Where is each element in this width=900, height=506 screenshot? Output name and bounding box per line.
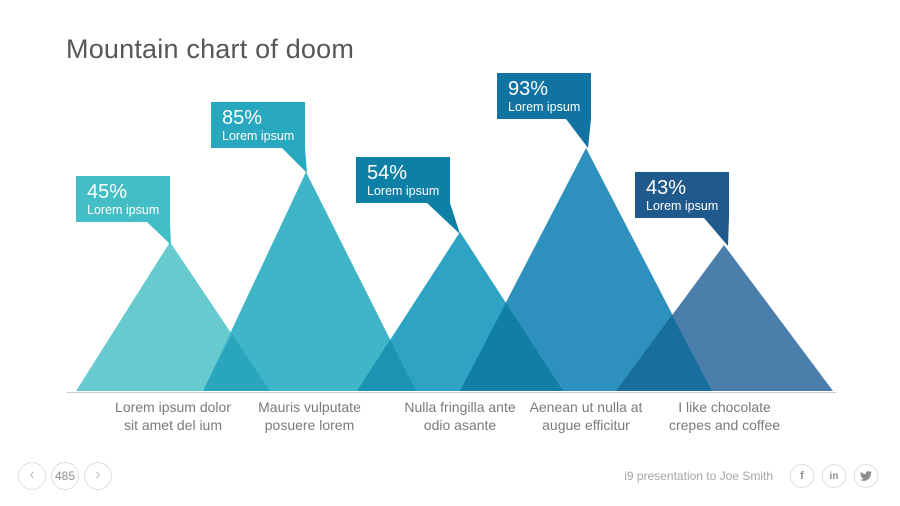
facebook-glyph: f [800,470,804,482]
next-slide-button[interactable]: › [84,462,112,490]
mountain-2 [203,172,416,391]
mountain-1 [76,242,270,391]
callout-tail-3 [427,203,460,234]
callout-flag-5: 43% Lorem ipsum [635,172,729,218]
callout-tail-2 [282,148,307,173]
page-title: Mountain chart of doom [66,34,355,64]
callout-flag-3: 54% Lorem ipsum [356,157,450,203]
callout-value: 43% [646,177,687,199]
mountain-caption-1: Lorem ipsum dolor sit amet del ium [115,399,231,433]
callout-value: 85% [222,107,263,129]
chevron-right-icon: › [95,466,101,483]
mountain-caption-3: Nulla fringilla ante odio asante [404,399,516,433]
callout-flag-1: 45% Lorem ipsum [76,176,170,222]
mountain-overlap-3 [460,303,563,391]
linkedin-icon[interactable]: in [822,464,846,488]
facebook-icon[interactable]: f [790,464,814,488]
linkedin-glyph: in [829,470,839,482]
callout-value: 93% [508,78,549,100]
callout-tail-4 [566,119,591,148]
callout-tail-1 [147,222,171,245]
mountain-3 [357,232,563,391]
callout-sublabel: Lorem ipsum [646,199,719,214]
callout-sublabel: Lorem ipsum [87,203,160,218]
callout-sublabel: Lorem ipsum [222,129,295,144]
page-number: 485 [54,469,76,483]
twitter-bird-icon [860,471,872,481]
mountain-overlap-1 [203,334,270,391]
callout-flag-2: 85% Lorem ipsum [211,102,305,148]
callout-sublabel: Lorem ipsum [508,100,581,115]
callout-flag-4: 93% Lorem ipsum [497,73,591,119]
mountain-5 [616,245,833,391]
mountain-caption-4: Aenean ut nulla at augue efficitur [529,399,643,433]
callout-sublabel: Lorem ipsum [367,184,440,199]
credit-text: i9 presentation to Joe Smith [624,469,773,483]
twitter-icon[interactable] [854,464,878,488]
mountain-overlap-4 [616,315,712,391]
prev-slide-button[interactable]: ‹ [18,462,46,490]
social-links: f in [790,464,878,488]
callout-value: 45% [87,181,128,203]
mountain-overlap-2 [357,340,416,391]
page-indicator: 485 [51,462,79,490]
callout-value: 54% [367,162,408,184]
callout-tail-5 [704,218,729,246]
slide-pager: ‹ 485 › [18,462,112,490]
mountain-caption-2: Mauris vulputate posuere lorem [258,399,361,433]
chevron-left-icon: ‹ [29,466,35,483]
mountain-caption-5: I like chocolate crepes and coffee [668,399,781,433]
